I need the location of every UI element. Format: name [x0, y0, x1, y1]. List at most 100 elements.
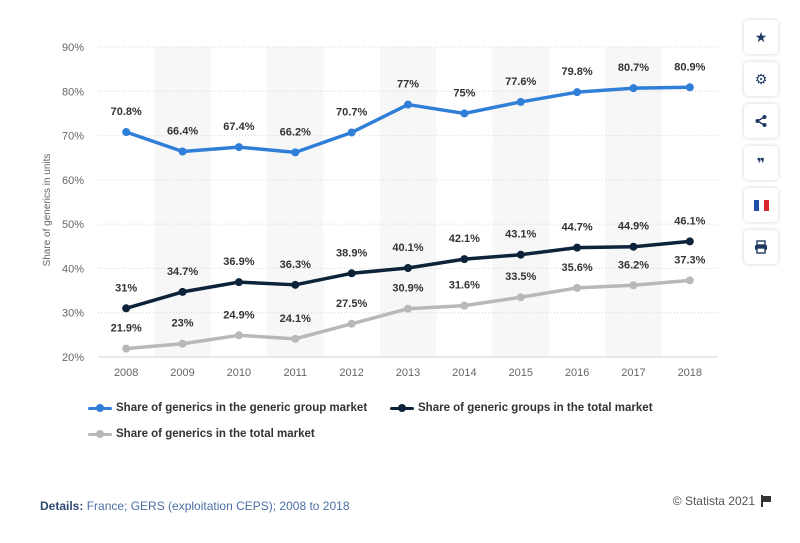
data-point [573, 243, 582, 252]
copyright-text: © Statista 2021 [672, 494, 755, 508]
data-label: 79.8% [561, 66, 592, 78]
data-point [178, 287, 187, 296]
star-button[interactable]: ★ [744, 20, 778, 54]
y-tick-label: 70% [62, 131, 84, 143]
data-point [629, 242, 638, 251]
y-axis-title: Share of generics in units [42, 154, 53, 267]
x-axis-ticks: 2008 2009 2010 2011 2012 2013 2014 2015 2016 2017… [114, 367, 702, 379]
data-point [404, 100, 412, 109]
data-point [178, 147, 187, 156]
data-point [234, 143, 243, 152]
data-label: 38.9% [336, 247, 367, 259]
legend-swatch [88, 402, 112, 414]
copyright-footer[interactable]: © Statista 2021 [673, 494, 772, 508]
data-label: 43.1% [505, 229, 536, 241]
data-label: 27.5% [336, 298, 367, 310]
data-point [178, 339, 187, 348]
data-point [685, 237, 694, 246]
x-tick-label: 2013 [396, 367, 420, 379]
data-label: 70.7% [336, 106, 367, 118]
legend-item-generics-total[interactable]: Share of generics in the total market [88, 428, 315, 440]
data-point [516, 97, 525, 106]
france-flag-icon [753, 199, 769, 211]
data-point [291, 280, 300, 289]
settings-button[interactable]: ⚙ [744, 62, 778, 96]
data-point [291, 148, 300, 157]
x-tick-label: 2015 [508, 367, 532, 379]
data-label: 75% [453, 87, 475, 99]
data-label: 70.8% [111, 106, 142, 118]
data-point [573, 283, 582, 292]
print-icon [755, 240, 767, 254]
print-button[interactable] [744, 230, 778, 264]
data-label: 66.2% [280, 126, 311, 138]
data-label: 80.7% [618, 62, 649, 74]
share-icon [755, 115, 767, 127]
data-point [573, 88, 582, 97]
legend-label: Share of generics in the total market [116, 428, 315, 440]
y-tick-label: 80% [62, 86, 84, 98]
data-point [347, 319, 356, 328]
data-labels: 70.8% 66.4% 67.4% 66.2% 70.7% 77% 75% 77.6% 79.8… [111, 61, 706, 334]
data-label: 67.4% [223, 121, 254, 133]
data-point [629, 84, 638, 93]
data-point [516, 293, 525, 302]
report-flag-icon[interactable] [760, 495, 772, 507]
data-point [234, 331, 243, 340]
data-point [460, 301, 469, 310]
data-point [234, 278, 243, 287]
data-label: 36.3% [280, 259, 311, 271]
star-icon: ★ [754, 28, 768, 45]
data-label: 31.6% [449, 280, 480, 292]
data-point [685, 83, 694, 92]
data-label: 35.6% [561, 262, 592, 274]
legend-label: Share of generics in the generic group m… [116, 402, 368, 414]
data-point [122, 344, 131, 353]
region-button[interactable] [744, 188, 778, 222]
x-tick-label: 2011 [283, 367, 307, 379]
legend-item-generic-groups-total[interactable]: Share of generic groups in the total mar… [390, 402, 653, 414]
y-axis-ticks: 20% 30% 40% 50% 60% 70% 80% 90% [62, 42, 84, 364]
legend-swatch [390, 402, 414, 414]
data-point [122, 128, 131, 137]
data-label: 42.1% [449, 233, 480, 245]
y-tick-label: 20% [62, 352, 84, 364]
cite-button[interactable]: ❞ [744, 146, 778, 180]
series-group [122, 83, 694, 353]
data-label: 34.7% [167, 266, 198, 278]
data-point [516, 250, 525, 259]
year-band [605, 47, 662, 357]
share-button[interactable] [744, 104, 778, 138]
data-point [404, 304, 412, 313]
x-tick-label: 2012 [339, 367, 363, 379]
data-label: 44.7% [561, 222, 592, 234]
data-point [347, 128, 356, 137]
legend-swatch [88, 428, 112, 440]
data-label: 30.9% [392, 283, 423, 295]
data-point [460, 109, 469, 118]
data-point [291, 334, 300, 343]
data-point [404, 263, 412, 272]
data-point [460, 255, 469, 264]
data-label: 21.9% [111, 323, 142, 335]
quote-icon: ❞ [756, 154, 766, 171]
legend-item-generics-group-market[interactable]: Share of generics in the generic group m… [88, 402, 367, 414]
line-chart: 20% 30% 40% 50% 60% 70% 80% 90% 2008 2009 2010 201… [42, 42, 718, 379]
data-label: 36.9% [223, 256, 254, 268]
x-tick-label: 2008 [114, 367, 138, 379]
data-point [685, 276, 694, 285]
data-label: 24.1% [280, 313, 311, 325]
year-band [154, 47, 211, 357]
data-label: 24.9% [223, 309, 254, 321]
year-band [267, 47, 324, 357]
y-tick-label: 40% [62, 263, 84, 275]
year-band [492, 47, 549, 357]
data-label: 77% [397, 79, 419, 91]
x-tick-label: 2017 [621, 367, 645, 379]
x-tick-label: 2009 [170, 367, 194, 379]
data-label: 31% [115, 282, 137, 294]
y-tick-label: 50% [62, 219, 84, 231]
data-label: 66.4% [167, 126, 198, 138]
data-label: 40.1% [392, 242, 423, 254]
x-tick-label: 2016 [565, 367, 589, 379]
